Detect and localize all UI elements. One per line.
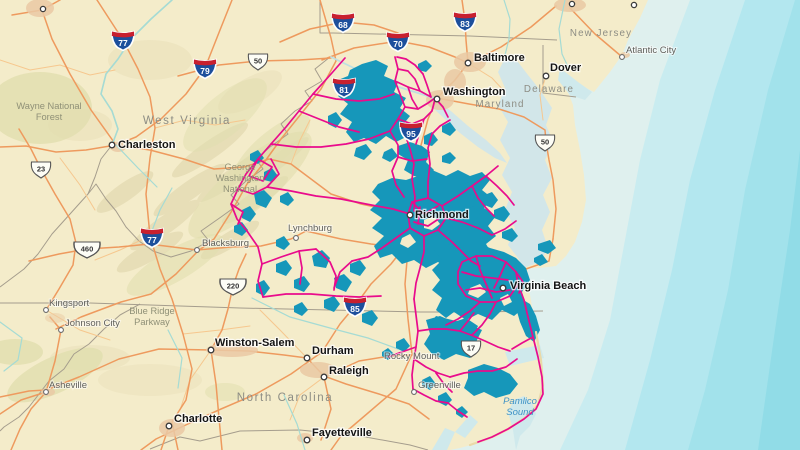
city-label-atlantic-city: Atlantic City: [626, 45, 676, 56]
city-dot-lynchburg: [293, 235, 299, 241]
city-dot-durham: [303, 354, 311, 362]
city-dot-richmond: [406, 211, 414, 219]
state-label-north-carolina: North Carolina: [237, 392, 334, 404]
state-label-west-virginia: West Virginia: [143, 115, 231, 127]
svg-text:77: 77: [118, 38, 128, 48]
city-dot-asheville: [43, 389, 49, 395]
city-dot-baltimore: [464, 59, 472, 67]
water-label-pamlico-sound: Pamlico Sound: [503, 396, 537, 418]
svg-text:17: 17: [467, 344, 475, 353]
city-dot-fayetteville: [303, 436, 311, 444]
pamlico-inlet: [455, 415, 478, 438]
city-label-lynchburg: Lynchburg: [288, 223, 332, 234]
svg-text:79: 79: [200, 66, 210, 76]
svg-text:77: 77: [147, 235, 157, 245]
delaware-bay: [558, 68, 592, 100]
interstate-shield-79: 79: [193, 58, 217, 80]
city-dot-johnson-city: [58, 327, 64, 333]
svg-text:70: 70: [393, 39, 403, 49]
us-route-shield-50: 50: [534, 134, 556, 152]
city-label-winston-salem: Winston-Salem: [215, 337, 295, 349]
ocean-band-4: [758, 150, 800, 450]
svg-text:220: 220: [227, 282, 240, 291]
svg-text:23: 23: [37, 165, 45, 174]
state-label-maryland: Maryland: [475, 99, 524, 110]
city-markers: [39, 0, 638, 444]
city-label-baltimore: Baltimore: [474, 52, 525, 64]
area-label-george-washington-national: George Washington National: [216, 162, 265, 194]
interstate-shield-95: 95: [399, 121, 423, 143]
state-label-new-jersey: New Jersey: [570, 28, 632, 39]
city-dot-unlabeled: [39, 5, 47, 13]
city-label-durham: Durham: [312, 345, 354, 357]
ocean-band-3: [688, 0, 800, 450]
city-dot-dover: [542, 72, 550, 80]
city-label-johnson-city: Johnson City: [65, 318, 120, 329]
svg-text:95: 95: [406, 129, 416, 139]
city-label-richmond: Richmond: [415, 209, 469, 221]
city-label-charleston: Charleston: [118, 139, 176, 151]
svg-text:83: 83: [460, 19, 470, 29]
city-dot-unlabeled: [630, 1, 638, 9]
us-route-shield-17: 17: [460, 340, 482, 358]
city-dot-charlotte: [165, 422, 173, 430]
area-label-blue-ridge-parkway: Blue Ridge Parkway: [129, 306, 174, 327]
city-dot-virginia-beach: [499, 284, 507, 292]
city-label-dover: Dover: [550, 62, 582, 74]
city-dot-raleigh: [320, 373, 328, 381]
city-dot-charleston: [108, 141, 116, 149]
city-label-raleigh: Raleigh: [329, 365, 369, 377]
svg-text:85: 85: [350, 304, 360, 314]
city-label-virginia-beach: Virginia Beach: [510, 280, 586, 292]
interstate-shield-68: 68: [331, 12, 355, 34]
svg-text:460: 460: [81, 245, 94, 254]
pamlico-sound-water: [508, 396, 536, 450]
city-dot-kingsport: [43, 307, 49, 313]
interstate-shield-81: 81: [332, 77, 356, 99]
city-label-blacksburg: Blacksburg: [202, 238, 249, 249]
interstate-shield-70: 70: [386, 31, 410, 53]
city-label-rocky-mount: Rocky Mount: [384, 351, 440, 362]
us-route-shield-23: 23: [30, 161, 52, 179]
city-label-asheville: Asheville: [49, 380, 87, 391]
city-label-kingsport: Kingsport: [49, 298, 89, 309]
chesapeake-bay: [498, 58, 553, 268]
city-dot-greenville: [411, 389, 417, 395]
city-dot-unlabeled: [568, 0, 576, 8]
interstate-shield-77: 77: [140, 227, 164, 249]
city-label-charlotte: Charlotte: [174, 413, 222, 425]
city-dot-atlantic-city: [619, 54, 625, 60]
us-route-shield-50: 50: [247, 53, 269, 71]
us-route-shield-220: 220: [219, 278, 247, 296]
neuse-inlet: [432, 428, 455, 450]
city-dot-blacksburg: [194, 247, 200, 253]
svg-text:50: 50: [254, 57, 262, 66]
interstate-shield-85: 85: [343, 296, 367, 318]
highway-shields: 77 79 68 70 83 81 95 77 85 50 50 23 460 220 17: [30, 11, 556, 358]
city-dot-winston-salem: [207, 346, 215, 354]
city-dot-washington: [433, 95, 441, 103]
svg-text:50: 50: [541, 138, 549, 147]
area-label-wayne-national-forest: Wayne National Forest: [16, 101, 81, 122]
city-label-fayetteville: Fayetteville: [312, 427, 372, 439]
terrain-shading: [0, 40, 312, 403]
interstate-shield-77: 77: [111, 30, 135, 52]
interstate-shield-83: 83: [453, 11, 477, 33]
us-route-shield-460: 460: [73, 241, 101, 259]
svg-text:81: 81: [339, 85, 349, 95]
map-labels: Charleston Baltimore Washington Dover Richmo…: [16, 28, 677, 440]
potomac-estuary: [433, 101, 507, 163]
city-label-greenville: Greenville: [418, 380, 461, 391]
svg-text:68: 68: [338, 20, 348, 30]
city-label-washington: Washington: [443, 86, 506, 98]
state-label-delaware: Delaware: [524, 84, 574, 95]
